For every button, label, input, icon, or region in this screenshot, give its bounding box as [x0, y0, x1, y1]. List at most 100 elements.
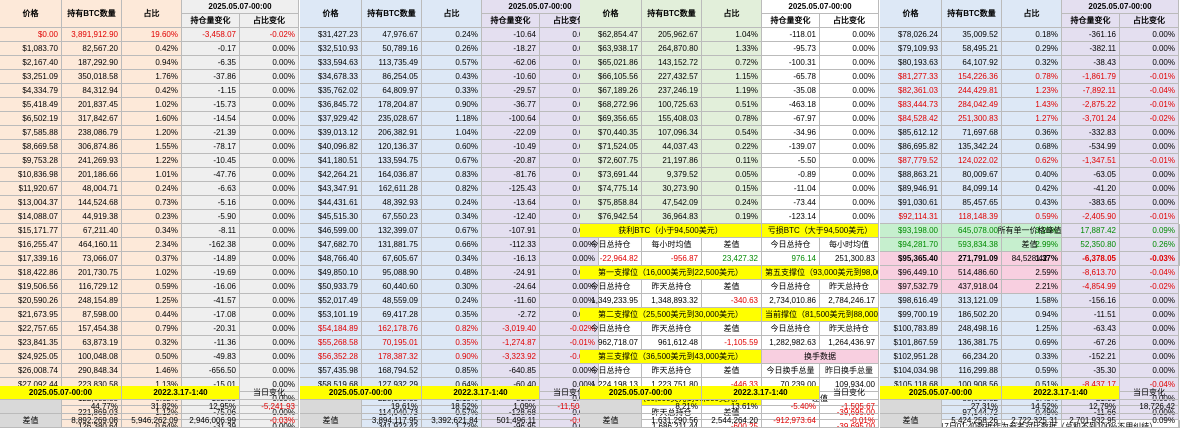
data-cell: -152.21 — [1062, 350, 1120, 364]
data-cell: -15.73 — [182, 98, 240, 112]
data-cell: 1.60% — [122, 112, 182, 126]
summary-label: 今日总持仓 — [580, 238, 642, 252]
summary-label: 昨天总持仓 — [820, 280, 879, 294]
data-cell: 178,204.87 — [362, 98, 422, 112]
data-cell: 1.04% — [422, 126, 482, 140]
footer-value: 18.52% — [422, 400, 482, 414]
column-header: 价格 — [300, 0, 362, 28]
data-cell: 0.00% — [820, 112, 879, 126]
column-header: 持有BTC数量 — [642, 0, 702, 28]
footer-value: 44.77% — [62, 400, 122, 414]
data-cell: -5.16 — [182, 196, 240, 210]
column-header: 价格 — [580, 0, 642, 28]
data-cell: -38.43 — [1062, 56, 1120, 70]
data-cell: -1.15 — [182, 84, 240, 98]
data-cell: 50,789.16 — [362, 42, 422, 56]
data-cell: $85,612.12 — [880, 126, 942, 140]
footer-value: 2,544,264.20 — [702, 414, 762, 428]
data-cell: 0.00% — [820, 84, 879, 98]
data-cell: 0.00% — [240, 42, 299, 56]
footer-value: -5.40% — [762, 400, 820, 414]
data-cell: $70,440.35 — [580, 126, 642, 140]
data-cell: 0.00% — [1120, 294, 1179, 308]
summary-label: 今日总持仓 — [580, 280, 642, 294]
data-cell: $73,691.44 — [580, 168, 642, 182]
data-cell: 143,152.72 — [642, 56, 702, 70]
data-cell: 131,881.75 — [362, 238, 422, 252]
data-cell: 0.33% — [422, 84, 482, 98]
data-cell: 0.00% — [240, 308, 299, 322]
footer-blank — [300, 400, 362, 414]
data-cell: -1,347.51 — [1062, 154, 1120, 168]
data-cell: 0.00% — [820, 182, 879, 196]
data-cell: -11.60 — [482, 294, 540, 308]
data-cell: 70,195.01 — [362, 336, 422, 350]
support-title: 第二支撑位（25,500美元到30,000美元） — [580, 308, 762, 322]
data-cell: 136,381.75 — [942, 336, 1002, 350]
data-cell: 0.60% — [422, 140, 482, 154]
data-cell: 60,440.60 — [362, 280, 422, 294]
data-cell: 116,729.12 — [62, 280, 122, 294]
data-cell: 227,432.57 — [642, 70, 702, 84]
data-cell: 248,498.16 — [942, 322, 1002, 336]
data-cell: 0.26% — [422, 42, 482, 56]
data-cell: 0.90% — [422, 98, 482, 112]
data-cell: 64,107.92 — [942, 56, 1002, 70]
summary-value: 84,528.42 — [880, 252, 1180, 266]
data-cell: 0.00% — [540, 252, 599, 266]
data-cell: -0.02% — [1120, 112, 1179, 126]
data-cell: -20.87 — [482, 154, 540, 168]
data-cell: 0.00% — [540, 364, 599, 378]
data-cell: 0.00% — [240, 294, 299, 308]
data-cell: 1.46% — [122, 364, 182, 378]
data-cell: 48,392.93 — [362, 196, 422, 210]
data-cell: 0.00% — [240, 322, 299, 336]
data-cell: -0.01% — [1120, 98, 1179, 112]
data-cell: $99,700.19 — [880, 308, 942, 322]
column-header: 持仓量变化 — [182, 14, 240, 28]
data-cell: $75,858.84 — [580, 196, 642, 210]
data-cell: -0.02% — [240, 28, 299, 42]
data-cell: $80,193.63 — [880, 56, 942, 70]
data-cell: 0.05% — [702, 168, 762, 182]
data-cell: -0.01% — [1120, 154, 1179, 168]
data-cell: -20.31 — [182, 322, 240, 336]
data-cell: -34.96 — [762, 126, 820, 140]
data-cell: 47,542.09 — [642, 196, 702, 210]
data-cell: 0.59% — [1002, 210, 1062, 224]
column-header: 占比 — [1002, 0, 1062, 28]
data-cell: 0.00% — [820, 140, 879, 154]
data-cell: -16.06 — [182, 280, 240, 294]
summary-label: 每小时均值 — [642, 238, 702, 252]
data-cell: $65,021.86 — [580, 56, 642, 70]
data-cell: 1.33% — [702, 42, 762, 56]
data-cell: 1.01% — [122, 168, 182, 182]
column-header: 价格 — [0, 0, 62, 28]
data-cell: $18,422.86 — [0, 266, 62, 280]
data-cell: 1.20% — [122, 126, 182, 140]
summary-value: -1,105.59 — [702, 336, 762, 350]
data-cell: 124,022.02 — [942, 154, 1002, 168]
data-cell: 0.00% — [1120, 56, 1179, 70]
data-cell: 0.30% — [422, 280, 482, 294]
data-cell: 64,809.97 — [362, 84, 422, 98]
data-cell: -2,405.90 — [1062, 210, 1120, 224]
data-cell: 0.11% — [702, 154, 762, 168]
data-cell: $48,766.40 — [300, 252, 362, 266]
data-cell: -5.90 — [182, 210, 240, 224]
data-cell: 248,154.89 — [62, 294, 122, 308]
footer-label: 差值 — [880, 414, 942, 428]
data-cell: $88,863.21 — [880, 168, 942, 182]
data-cell: 0.78% — [702, 112, 762, 126]
footer-value: 3,894,117.95 — [362, 414, 422, 428]
data-cell: -14.89 — [182, 252, 240, 266]
data-cell: $24,925.05 — [0, 350, 62, 364]
data-cell: -17.08 — [182, 308, 240, 322]
data-cell: 58,495.21 — [942, 42, 1002, 56]
data-cell: 116,299.88 — [942, 364, 1002, 378]
summary-label: 今日总持仓 — [762, 238, 820, 252]
data-cell: 66,234.20 — [942, 350, 1002, 364]
data-cell: 0.94% — [1002, 308, 1062, 322]
data-cell: $21,673.95 — [0, 308, 62, 322]
data-cell: 168,794.52 — [362, 364, 422, 378]
